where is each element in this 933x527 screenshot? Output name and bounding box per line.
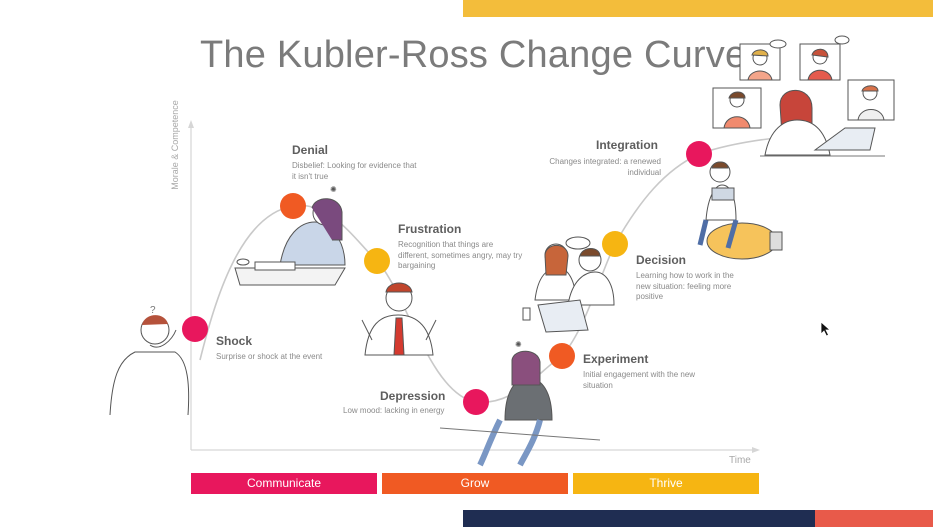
stage-title-depression: Depression <box>380 389 446 403</box>
stage-title-frustration: Frustration <box>398 222 462 236</box>
marker-shock <box>182 316 208 342</box>
shocked-man-illustration: ? <box>109 305 190 416</box>
stage-title-experiment: Experiment <box>583 352 649 366</box>
x-axis-arrow <box>752 447 760 453</box>
svg-text:✺: ✺ <box>515 340 522 349</box>
mouse-pointer-icon <box>820 321 832 337</box>
stage-desc-shock: Surprise or shock at the event <box>216 352 323 361</box>
stage-title-denial: Denial <box>292 143 329 157</box>
depressed-sitting-woman-illustration: ✺ <box>439 340 601 467</box>
stage-desc-experiment: Initial engagement with the new situatio… <box>583 370 696 390</box>
marker-integration <box>686 141 712 167</box>
marker-experiment <box>549 343 575 369</box>
y-axis-label: Morale & Competence <box>170 100 180 190</box>
colleagues-laptop-illustration <box>522 236 615 333</box>
bottom-navy-bar <box>463 510 815 527</box>
stage-desc-depression: Low mood: lacking in energy <box>343 406 445 415</box>
bottom-coral-bar <box>815 510 933 527</box>
stage-desc-decision: Learning how to work in the new situatio… <box>636 271 734 301</box>
marker-depression <box>463 389 489 415</box>
slide-title: The Kubler-Ross Change Curve <box>200 34 747 76</box>
man-on-lightbulb-illustration <box>697 161 783 260</box>
stage-desc-frustration: Recognition that things are different, s… <box>398 240 523 270</box>
stage-desc-integration: Changes integrated: a renewed individual <box>549 157 661 177</box>
svg-text:✺: ✺ <box>330 185 337 194</box>
stage-desc-denial: Disbelief: Looking for evidence that it … <box>292 161 417 181</box>
stage-title-integration: Integration <box>596 138 658 152</box>
phase-thrive: Thrive <box>573 473 759 494</box>
frustrated-man-illustration <box>361 282 437 356</box>
marker-decision <box>602 231 628 257</box>
marker-denial <box>280 193 306 219</box>
stage-title-decision: Decision <box>636 253 687 267</box>
y-axis-arrow <box>188 120 194 128</box>
phase-grow: Grow <box>382 473 568 494</box>
svg-text:?: ? <box>150 305 156 316</box>
top-accent-bar <box>463 0 933 17</box>
video-meeting-illustration <box>712 35 895 157</box>
phase-communicate: Communicate <box>191 473 377 494</box>
x-axis-label: Time <box>729 455 751 466</box>
marker-frustration <box>364 248 390 274</box>
stressed-desk-woman-illustration: ✺ <box>234 185 346 286</box>
stage-title-shock: Shock <box>216 334 253 348</box>
